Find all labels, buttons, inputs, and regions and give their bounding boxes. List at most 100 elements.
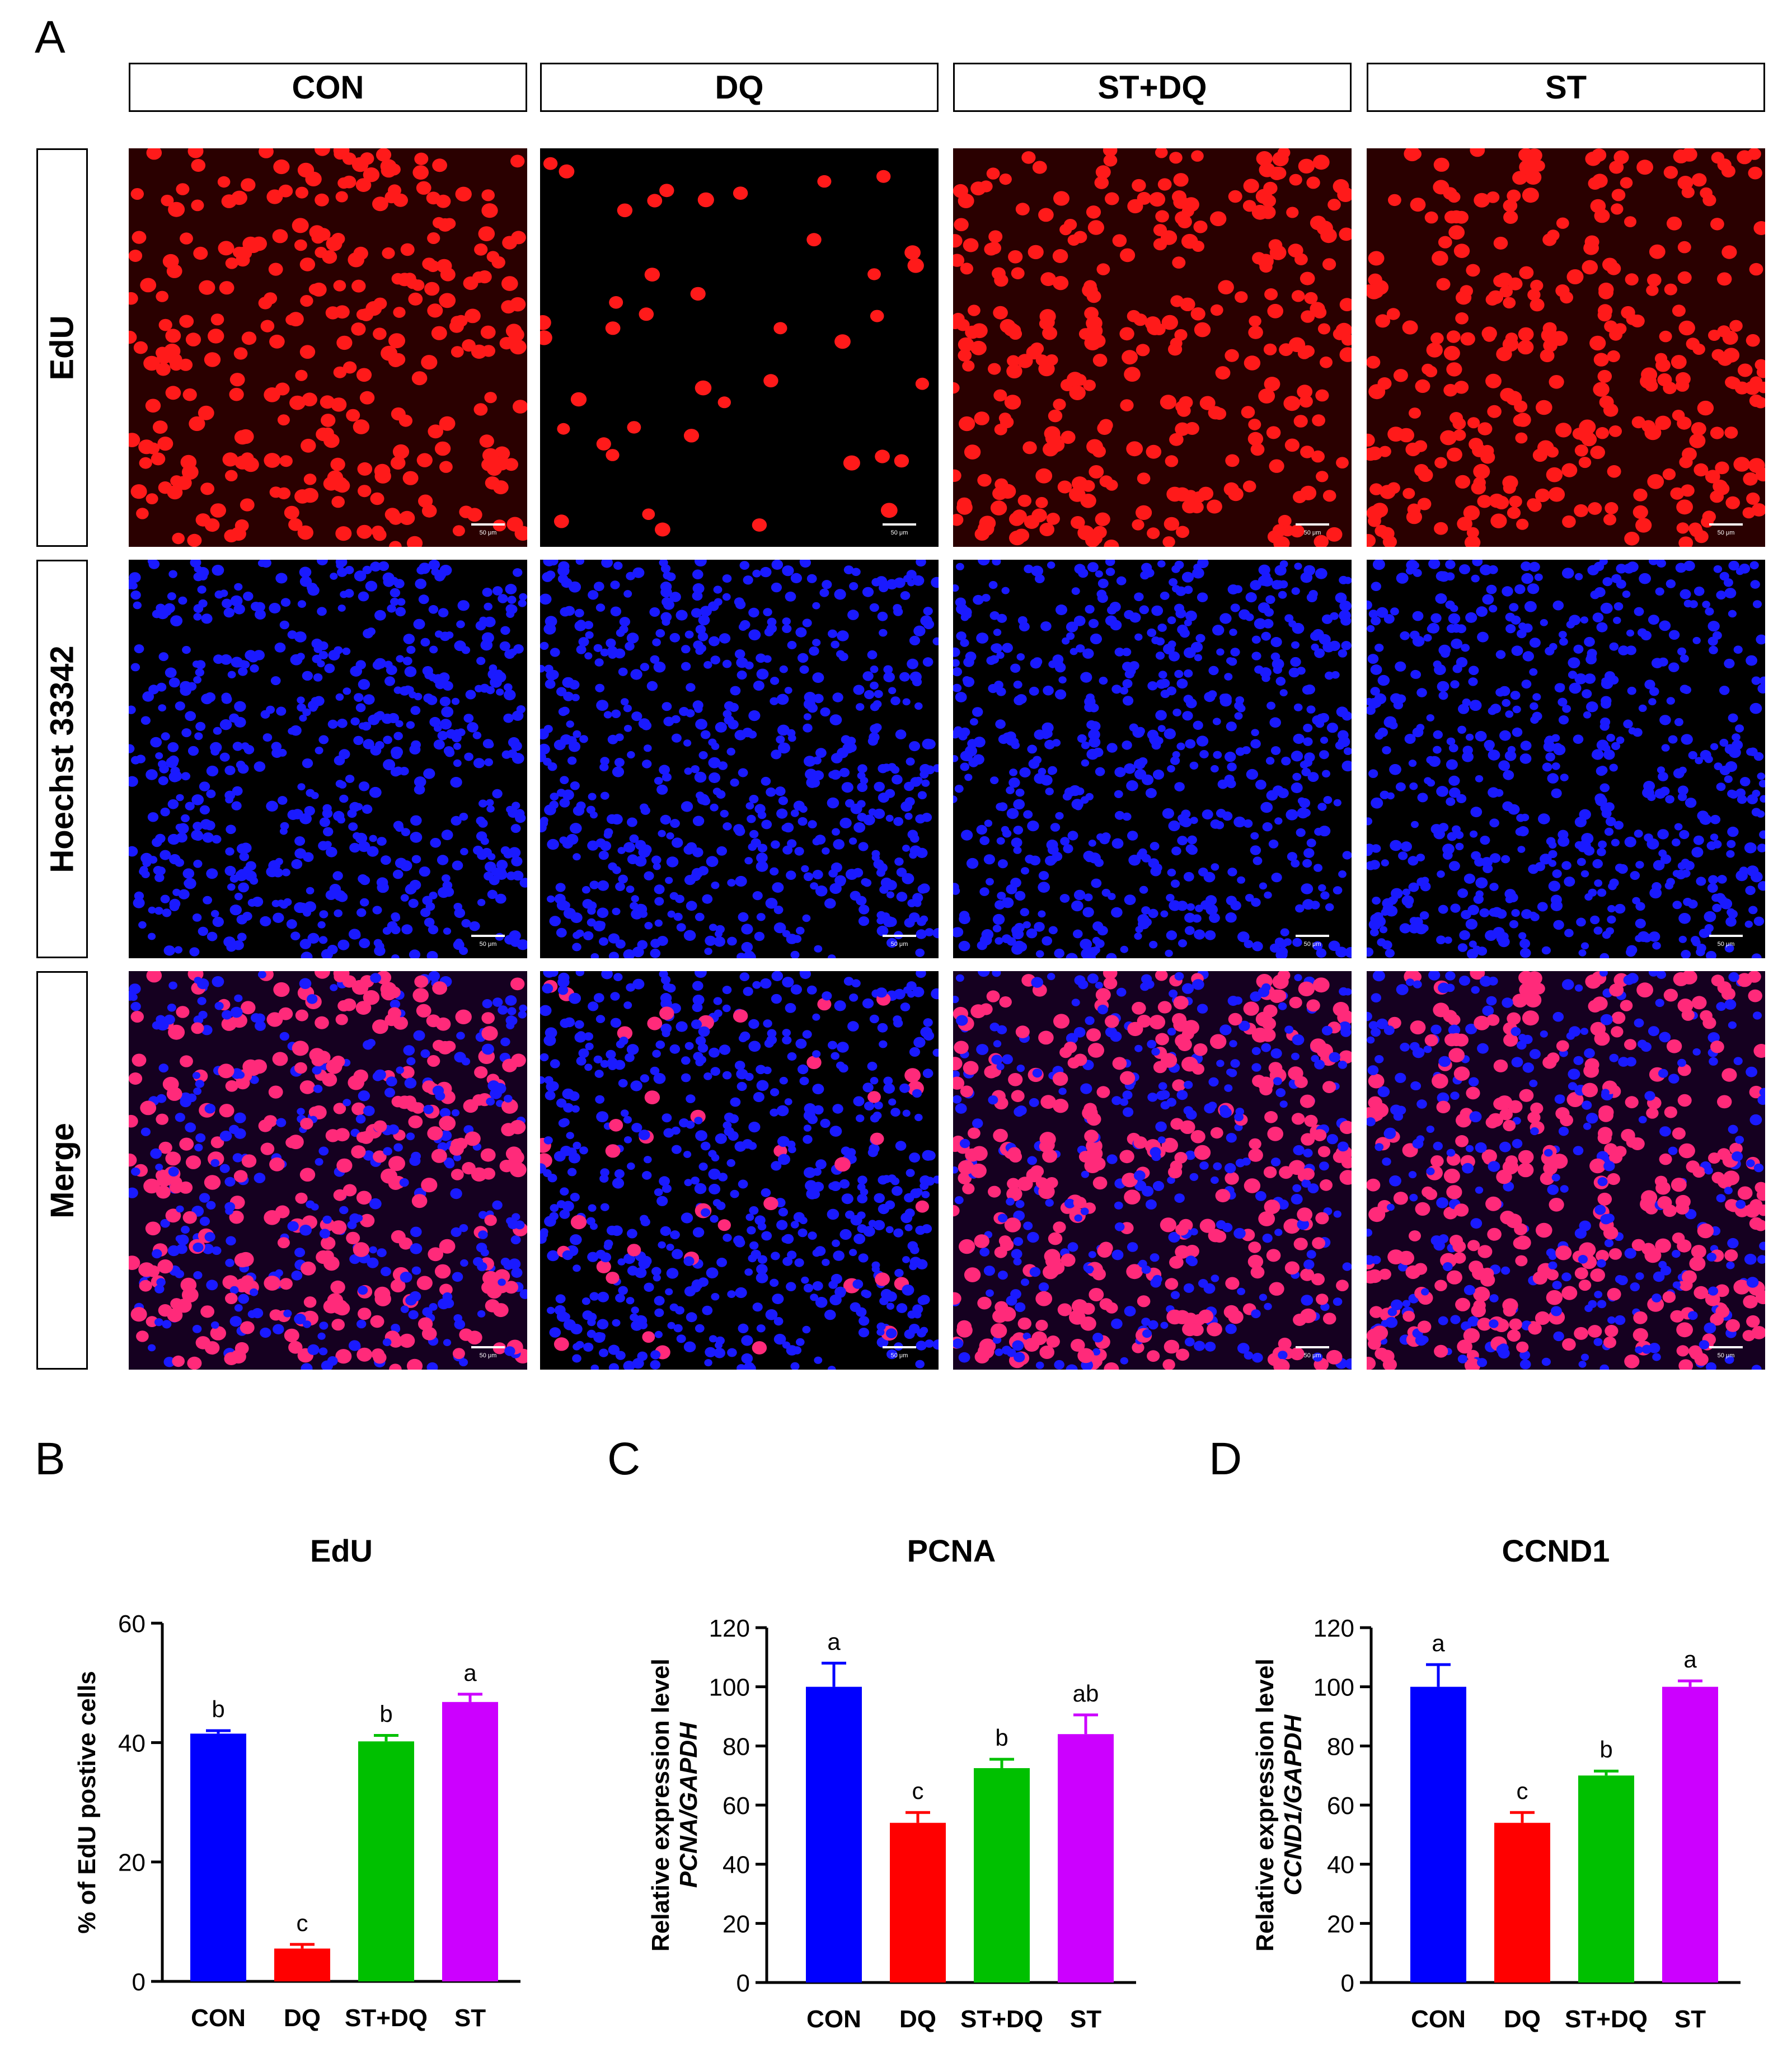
scale-bar-label: 50 μm [891, 529, 908, 536]
scale-bar-label: 50 μm [891, 941, 908, 948]
x-tick-label: ST [1674, 2005, 1706, 2033]
bar-dq [274, 1948, 330, 1981]
significance-letter: b [212, 1696, 224, 1722]
row-header-edu: EdU [36, 148, 88, 547]
bar-st [442, 1702, 498, 1981]
scale-bar-label: 50 μm [1304, 941, 1321, 948]
micrograph-hoechst-st-dq: 50 μm [953, 560, 1352, 958]
scale-bar [471, 523, 505, 526]
y-tick-label: 0 [1341, 1970, 1354, 1997]
column-header-con: CON [129, 63, 527, 112]
bar-st-dq [1578, 1775, 1634, 1983]
scale-bar-label: 50 μm [891, 1352, 908, 1359]
panel-letter-d: D [1209, 1433, 1242, 1484]
significance-letter: ab [1073, 1680, 1099, 1707]
significance-letter: b [1599, 1736, 1612, 1763]
bar-st-dq [358, 1741, 414, 1981]
x-tick-label: CON [806, 2005, 861, 2033]
significance-letter: b [995, 1724, 1008, 1751]
x-tick-label: ST+DQ [345, 2004, 428, 2032]
micrograph-merge-con: 50 μm [129, 971, 527, 1370]
y-tick-label: 80 [723, 1733, 750, 1760]
bar-dq [890, 1822, 946, 1983]
scale-bar-label: 50 μm [1718, 529, 1735, 536]
row-header-hoechst: Hoechst 33342 [36, 560, 88, 958]
scale-bar-label: 50 μm [480, 1352, 497, 1359]
significance-letter: c [1517, 1778, 1528, 1804]
micrograph-merge-st: 50 μm [1367, 971, 1765, 1370]
y-tick-label: 120 [1313, 1615, 1354, 1642]
y-tick-label: 40 [723, 1852, 750, 1879]
y-tick-label: 100 [1313, 1674, 1354, 1702]
panel-letter-a: A [35, 12, 65, 63]
y-tick-label: 20 [1327, 1910, 1354, 1938]
scale-bar-label: 50 μm [480, 529, 497, 536]
row-header-merge-label: Merge [44, 1122, 81, 1219]
bar-dq [1494, 1822, 1550, 1983]
scale-bar-label: 50 μm [480, 941, 497, 948]
y-tick-label: 0 [736, 1970, 750, 1997]
y-tick-label: 60 [1327, 1792, 1354, 1820]
significance-letter: a [827, 1628, 841, 1655]
micrograph-edu-st-dq: 50 μm [953, 148, 1352, 547]
x-tick-label: ST+DQ [1565, 2005, 1648, 2033]
micrograph-hoechst-dq: 50 μm [540, 560, 939, 958]
scale-bar-label: 50 μm [1304, 529, 1321, 536]
bar-con [190, 1733, 246, 1981]
scale-bar-label: 50 μm [1304, 1352, 1321, 1359]
significance-letter: a [1683, 1646, 1697, 1672]
chart-edu: EdU 0 20 40 60 % of EdU postive cells b CON c DQ b… [73, 1533, 520, 2032]
y-tick-label: 120 [709, 1615, 750, 1642]
bar-st [1058, 1734, 1114, 1983]
bar-con [806, 1686, 862, 1983]
scale-bar [1296, 935, 1329, 937]
column-header-st-dq: ST+DQ [953, 63, 1352, 112]
micrograph-merge-st-dq: 50 μm [953, 971, 1352, 1370]
scale-bar [1709, 1346, 1743, 1348]
x-tick-label: CON [191, 2004, 246, 2032]
bar-st [1662, 1686, 1718, 1983]
x-tick-label: DQ [284, 2004, 321, 2032]
panel-letter-b: B [35, 1433, 65, 1484]
x-tick-label: DQ [899, 2005, 936, 2033]
bar-con [1410, 1686, 1466, 1983]
significance-letter: b [379, 1701, 392, 1727]
y-axis-label: Relative expression level [647, 1658, 674, 1951]
micrograph-edu-con: 50 μm [129, 148, 527, 547]
y-axis-label: % of EdU postive cells [73, 1671, 101, 1933]
scale-bar [1709, 935, 1743, 937]
column-header-dq: DQ [540, 63, 939, 112]
row-header-edu-label: EdU [44, 315, 81, 380]
y-tick-label: 20 [723, 1910, 750, 1938]
panel-letter-c: C [607, 1433, 641, 1484]
chart-title: CCND1 [1502, 1533, 1610, 1568]
micrograph-edu-dq: 50 μm [540, 148, 939, 547]
significance-letter: a [463, 1660, 477, 1686]
column-header-st: ST [1367, 63, 1765, 112]
scale-bar [883, 1346, 916, 1348]
x-tick-label: CON [1411, 2005, 1466, 2033]
x-tick-label: DQ [1504, 2005, 1541, 2033]
x-tick-label: ST [1070, 2005, 1101, 2033]
bar-st-dq [974, 1768, 1030, 1983]
y-tick-label: 0 [132, 1969, 146, 1996]
row-header-hoechst-label: Hoechst 33342 [44, 645, 81, 873]
y-axis-label-gene: PCNA/GAPDH [675, 1722, 702, 1888]
y-axis-label-gene: CCND1/GAPDH [1279, 1714, 1307, 1895]
x-tick-label: ST [454, 2004, 486, 2032]
scale-bar [1296, 523, 1329, 526]
chart-pcna: PCNA 0 20 40 60 80 100 120 Relative expression l… [647, 1533, 1136, 2033]
scale-bar-label: 50 μm [1718, 941, 1735, 948]
scale-bar-label: 50 μm [1718, 1352, 1735, 1359]
micrograph-hoechst-st: 50 μm [1367, 560, 1765, 958]
y-axis-label: Relative expression level [1251, 1658, 1279, 1951]
scale-bar [1296, 1346, 1329, 1348]
scale-bar [883, 523, 916, 526]
scale-bar [471, 935, 505, 937]
chart-ccnd1: CCND1 0 20 40 60 80 100 120 Relative expression … [1251, 1533, 1741, 2033]
micrograph-hoechst-con: 50 μm [129, 560, 527, 958]
x-tick-label: ST+DQ [960, 2005, 1043, 2033]
y-tick-label: 20 [118, 1849, 146, 1877]
y-tick-label: 40 [118, 1730, 146, 1757]
row-header-merge: Merge [36, 971, 88, 1370]
